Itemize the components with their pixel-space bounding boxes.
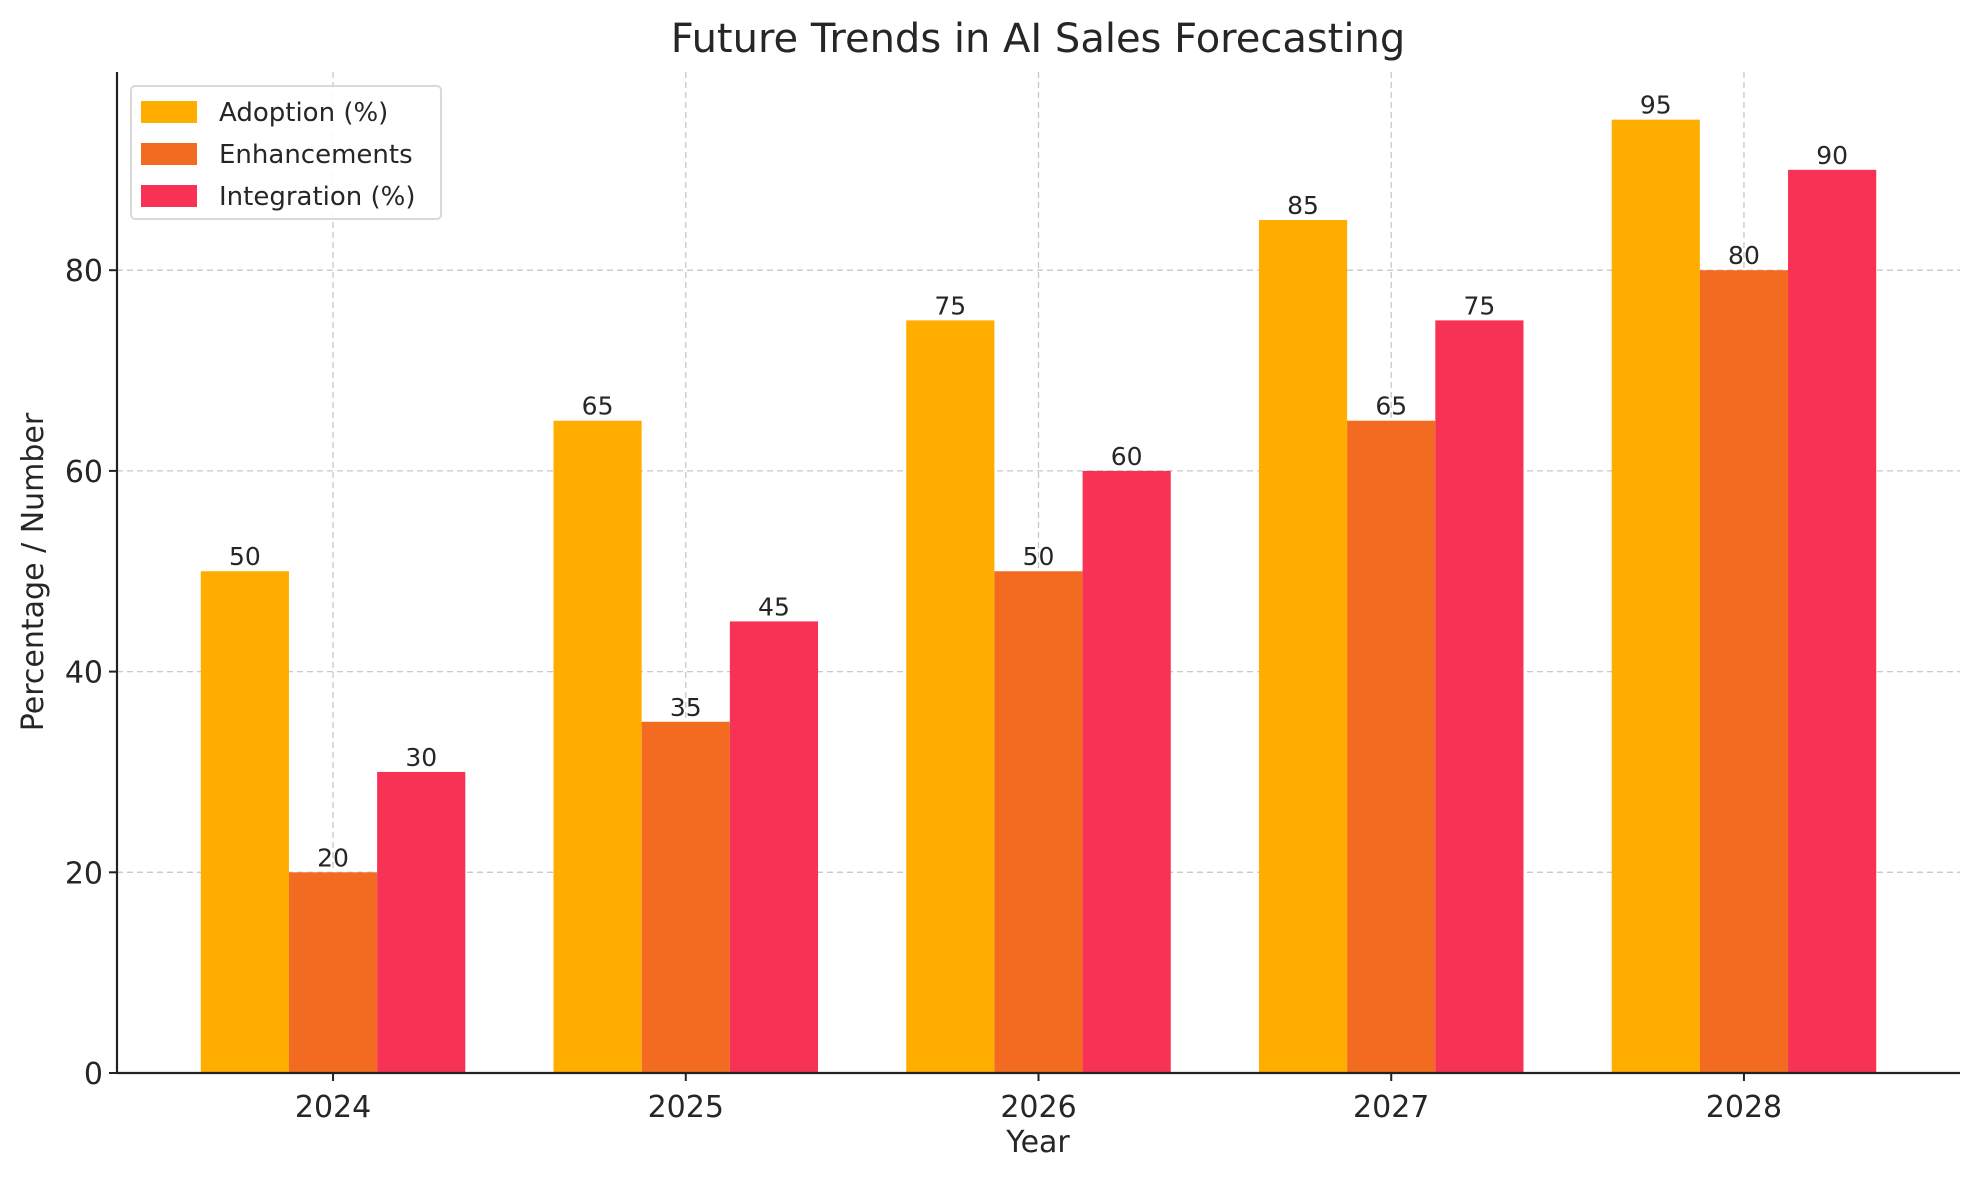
chart-title: Future Trends in AI Sales Forecasting	[671, 16, 1405, 62]
bar	[288, 872, 378, 1073]
data-label: 90	[1816, 141, 1848, 170]
data-label: 45	[758, 592, 790, 621]
bar	[1347, 420, 1436, 1073]
x-tick-label: 2027	[1353, 1090, 1429, 1125]
legend-label: Integration (%)	[219, 182, 416, 212]
legend-box	[130, 85, 442, 220]
x-axis-label: Year	[1005, 1125, 1070, 1160]
data-label: 30	[405, 743, 437, 772]
data-label: 65	[582, 392, 614, 421]
data-label: 50	[1023, 542, 1055, 571]
legend: Adoption (%) Enhancements Integration (%)	[130, 85, 442, 220]
bar	[729, 621, 819, 1073]
legend-swatch	[141, 143, 197, 165]
x-tick-label: 2025	[648, 1090, 724, 1125]
bar	[906, 320, 995, 1073]
data-label: 60	[1111, 442, 1143, 471]
y-tick-label: 20	[65, 856, 103, 891]
data-label: 85	[1287, 191, 1319, 220]
bar	[1082, 470, 1171, 1073]
axes: 0 20 40 60 80 2024 2025 2026 2027 2028	[65, 72, 1960, 1125]
y-axis-label: Percentage / Number	[16, 412, 51, 731]
data-label: 65	[1375, 392, 1407, 421]
bar	[641, 721, 730, 1073]
data-label: 75	[934, 291, 966, 320]
legend-label: Enhancements	[219, 140, 413, 170]
bar	[1435, 320, 1524, 1073]
bars	[200, 119, 1877, 1073]
bar	[200, 571, 289, 1073]
x-tick-label: 2026	[1000, 1090, 1076, 1125]
data-label: 20	[317, 843, 349, 872]
y-tick-label: 0	[84, 1057, 103, 1092]
y-tick-label: 40	[65, 656, 103, 691]
bar	[553, 420, 642, 1073]
data-label: 50	[229, 542, 261, 571]
data-label: 95	[1640, 91, 1672, 120]
legend-label: Adoption (%)	[219, 98, 388, 128]
data-label: 35	[670, 693, 702, 722]
data-label: 75	[1464, 291, 1496, 320]
y-tick-label: 60	[65, 455, 103, 490]
legend-swatch	[141, 185, 197, 207]
data-label: 80	[1728, 241, 1760, 270]
bar	[994, 571, 1083, 1073]
x-tick-label: 2028	[1706, 1090, 1782, 1125]
bar	[1788, 169, 1877, 1073]
bar	[1258, 220, 1348, 1073]
bar	[1611, 119, 1700, 1073]
x-tick-label: 2024	[295, 1090, 371, 1125]
bar	[1699, 270, 1789, 1073]
bar	[377, 771, 466, 1073]
data-labels: 50 65 75 85 95 20 35 50 65 80 30 45 60 75 90	[229, 91, 1848, 873]
y-tick-label: 80	[65, 254, 103, 289]
legend-swatch	[141, 101, 197, 123]
